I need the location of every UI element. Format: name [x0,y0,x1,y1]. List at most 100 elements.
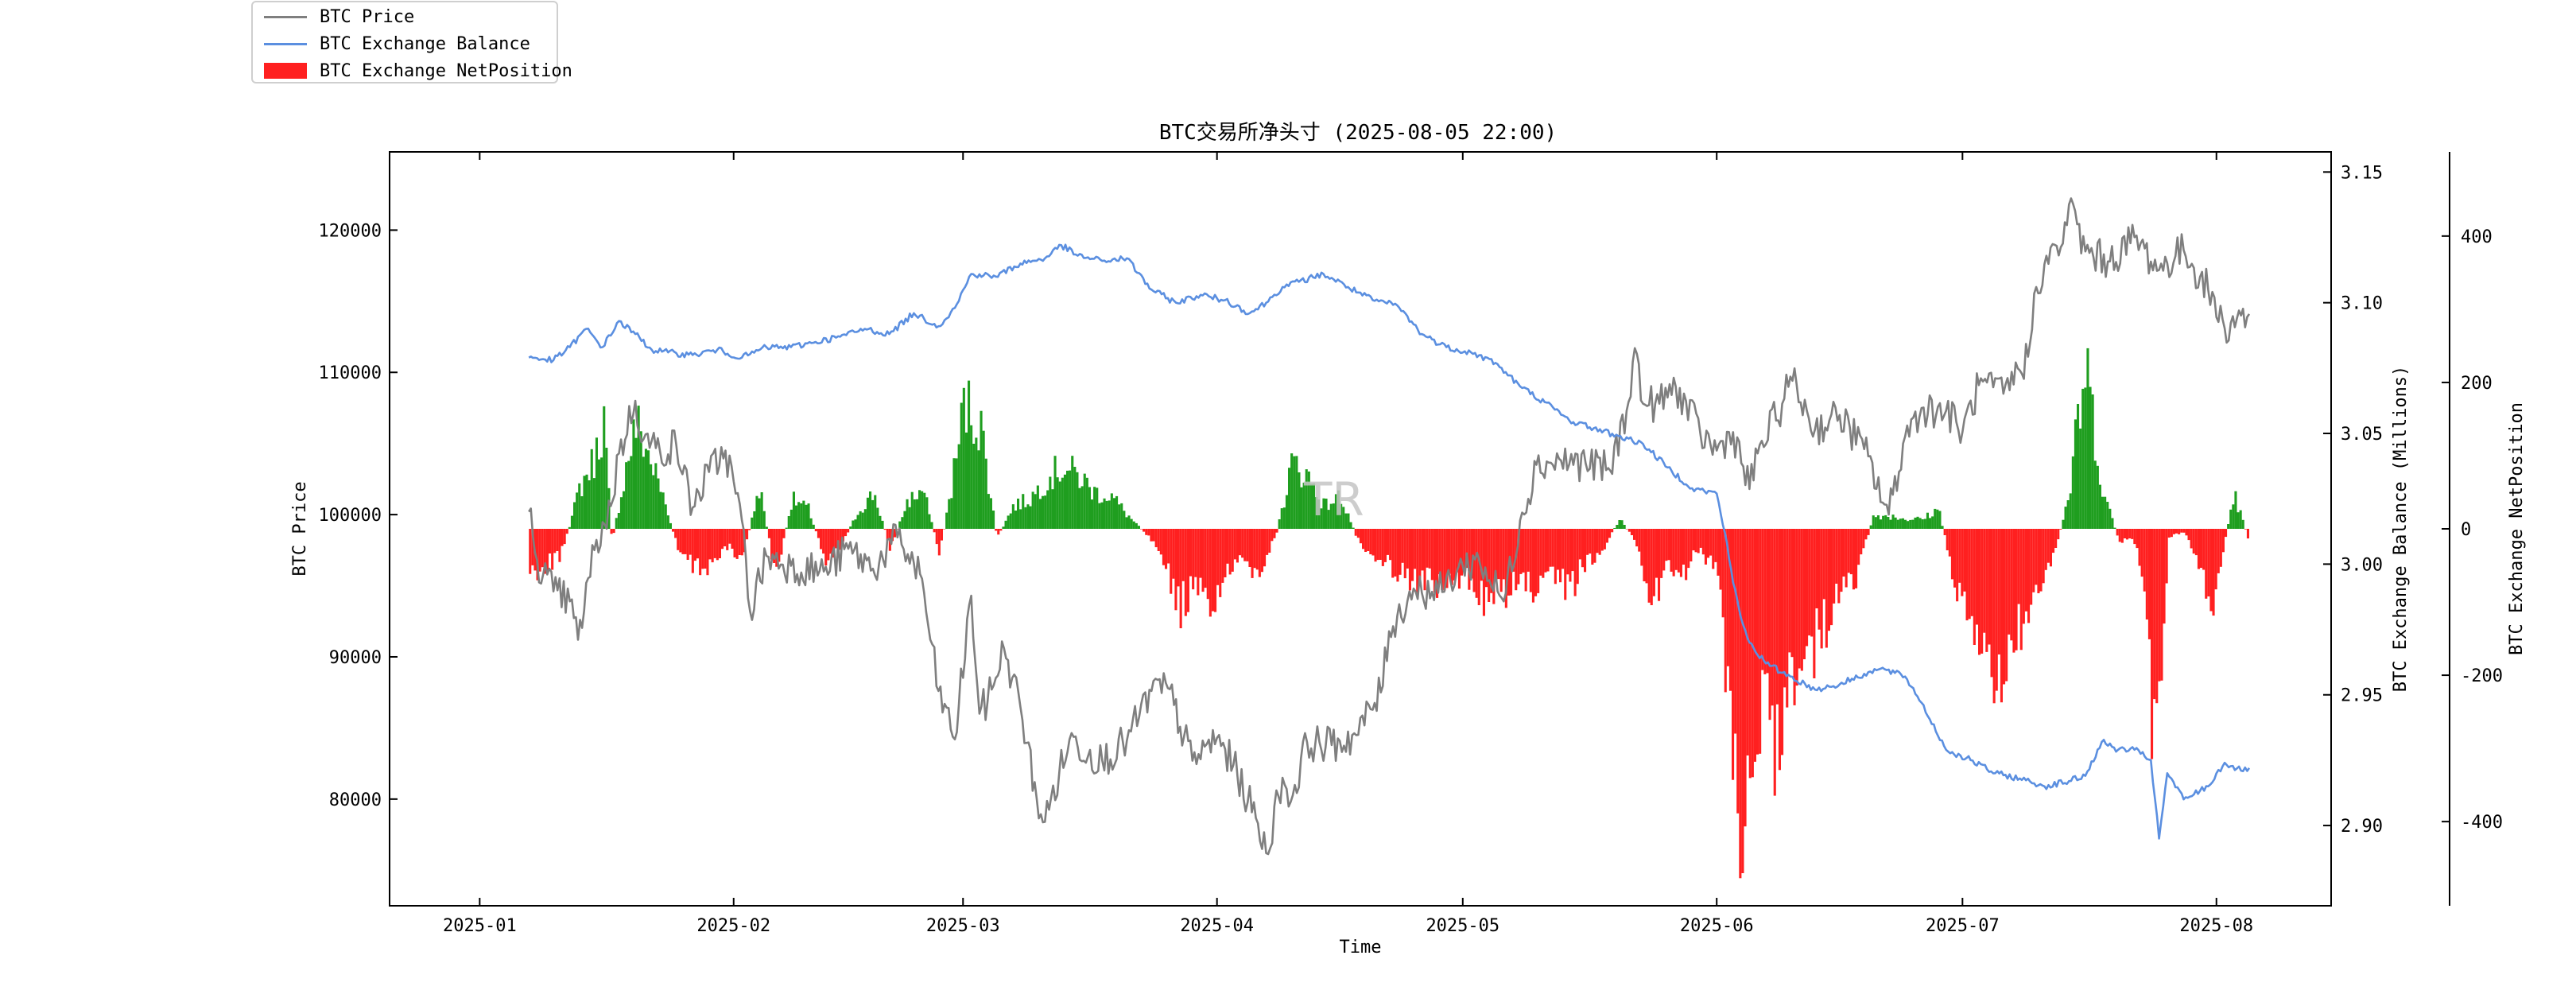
net-position-bar [1635,529,1639,547]
net-position-bar [1416,529,1419,593]
net-position-bar [921,491,924,529]
net-position-bar [1241,529,1244,558]
net-position-bar [1882,515,1885,529]
net-position-bar [748,529,751,530]
net-position-bar [1978,529,1981,655]
net-position-bar [952,458,956,529]
net-position-bar [1608,529,1612,538]
net-position-bar [812,524,815,529]
net-position-bar [980,410,983,529]
net-position-bar [1147,529,1150,536]
net-position-bar [1985,529,1988,652]
left-axis-ticks: 80000 90000 100000 110000 120000 [319,221,398,810]
net-position-bar [1369,529,1372,554]
x-tick-label: 2025-01 [443,916,517,936]
net-position-bar [1936,509,1939,529]
net-position-bar [1320,508,1323,529]
net-position-bar [2010,529,2013,641]
net-position-bar [1549,529,1552,567]
net-position-bar [706,529,709,576]
net-position-bar [644,449,647,529]
net-position-bar [1660,529,1663,578]
net-position-bar [1206,529,1209,600]
net-position-bar [2229,509,2233,529]
legend-item-balance: BTC Exchange Balance [264,32,530,56]
net-position-bar [1197,529,1200,596]
net-position-bar [997,529,1000,535]
net-position-bar [2153,529,2156,700]
net-position-bar [664,504,667,529]
net-position-bar [913,499,916,529]
net-position-bar [1492,529,1496,604]
net-position-bar [906,499,909,529]
net-position-bar [1172,529,1175,579]
net-position-bar [869,491,872,529]
net-position-bar [1911,519,1915,529]
net-position-bar [987,494,990,529]
net-position-bar [1389,529,1392,561]
net-position-bar [945,512,949,529]
far-right-tick-label: -400 [2461,813,2503,833]
net-position-bar [590,449,593,529]
net-position-bar [1564,529,1567,600]
net-position-bar [2024,529,2027,612]
net-position-bar [570,515,573,529]
net-position-bar [1647,529,1651,603]
net-position-bar [1315,497,1318,529]
net-position-bar [1143,529,1146,532]
net-position-bar [1600,529,1604,551]
net-position-bar [583,476,586,529]
net-position-bar [1953,529,1957,588]
net-position-bar [1049,476,1052,529]
net-position-bar [1864,529,1868,540]
net-position-bar [1961,529,1964,596]
net-position-bar [1889,519,1892,529]
net-position-bar [1512,529,1515,572]
net-position-bar [1475,529,1478,598]
net-position-bar [2123,529,2126,538]
net-position-bar [1002,526,1005,529]
net-position-bar [984,458,987,529]
net-position-bar [1461,529,1464,576]
net-position-bar [1426,529,1429,568]
net-position-bar [1152,529,1155,542]
net-position-bar [1726,529,1729,666]
net-position-bar [1275,529,1278,533]
net-position-bar [711,529,714,563]
net-position-bar [549,529,552,553]
net-position-bar [943,529,946,530]
net-position-bar [1537,529,1540,593]
net-position-bar [861,512,864,529]
net-position-bar [2194,529,2198,556]
net-position-bar [2064,507,2067,529]
net-position-bar [1596,529,1599,553]
net-position-bar [1204,529,1207,588]
net-position-bar [610,529,613,534]
net-position-bar [1423,529,1426,591]
net-position-bar [1849,529,1852,575]
net-position-bar [1053,456,1057,529]
net-position-bar [1105,500,1108,529]
net-position-bar [753,511,756,529]
net-position-bar [2096,465,2099,529]
net-position-bar [829,529,832,554]
net-position-bar [1428,529,1431,569]
net-position-bar [2044,529,2047,570]
net-position-bar [1243,529,1247,561]
net-position-bar [1470,529,1473,579]
net-position-bar [1406,529,1409,569]
net-position-bar [1968,529,1971,619]
net-position-bar [928,514,931,529]
net-position-bar [585,474,588,529]
net-position-bar [1874,517,1877,529]
net-position-bar [2227,524,2230,529]
net-position-bar [1273,529,1276,538]
net-position-bar [1411,529,1414,581]
net-position-bar [2079,428,2082,529]
net-position-bar [1184,529,1187,616]
net-position-bar [1248,529,1251,567]
net-position-bar [910,491,914,529]
net-position-bar [1063,474,1066,529]
net-position-bar [713,529,716,558]
net-position-bar [2178,529,2181,534]
